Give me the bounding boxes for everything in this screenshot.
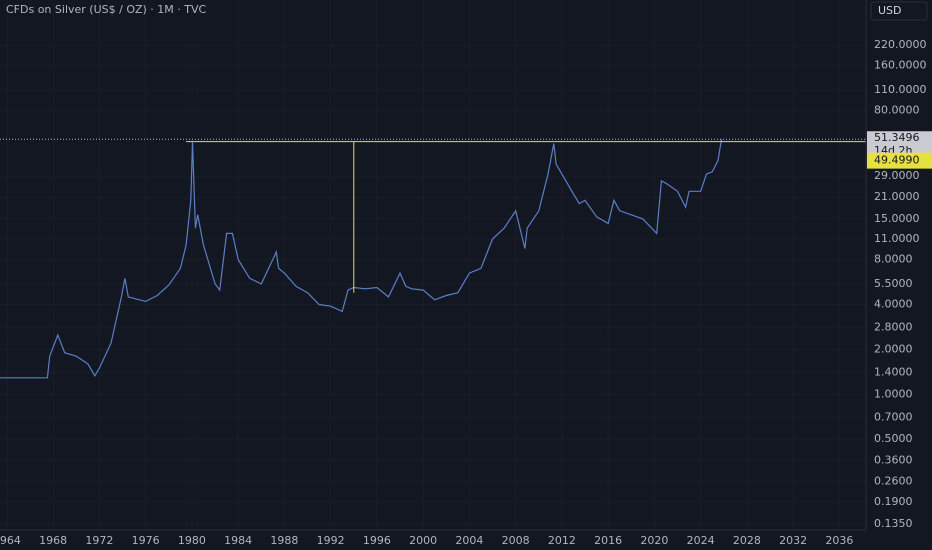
y-tick-label: 15.0000 bbox=[874, 212, 920, 225]
x-tick-label: 2000 bbox=[409, 534, 437, 547]
y-tick-label: 2.0000 bbox=[874, 342, 913, 355]
x-tick-label: 1980 bbox=[178, 534, 206, 547]
y-tick-label: 0.3600 bbox=[874, 453, 913, 466]
x-tick-label: 1968 bbox=[39, 534, 67, 547]
y-tick-label: 0.1350 bbox=[874, 517, 913, 530]
x-tick-label: 2036 bbox=[825, 534, 853, 547]
x-tick-label: 2008 bbox=[502, 534, 530, 547]
x-tick-label: 1972 bbox=[85, 534, 113, 547]
y-tick-label: 160.0000 bbox=[874, 59, 927, 72]
chart-title: CFDs on Silver (US$ / OZ) · 1M · TVC bbox=[6, 3, 207, 16]
y-tick-label: 5.5000 bbox=[874, 277, 913, 290]
x-tick-label: 1992 bbox=[317, 534, 345, 547]
y-tick-label: 29.0000 bbox=[874, 169, 920, 182]
currency-button[interactable] bbox=[870, 1, 928, 21]
y-tick-label: 80.0000 bbox=[874, 104, 920, 117]
x-tick-label: 2020 bbox=[640, 534, 668, 547]
x-tick-label: 2028 bbox=[733, 534, 761, 547]
level-price-box bbox=[867, 152, 932, 169]
y-tick-label: 21.0000 bbox=[874, 190, 920, 203]
x-tick-label: 1964 bbox=[0, 534, 21, 547]
x-tick-label: 1976 bbox=[132, 534, 160, 547]
y-tick-label: 11.0000 bbox=[874, 232, 920, 245]
currency-label[interactable]: USD bbox=[878, 4, 902, 17]
x-tick-label: 2012 bbox=[548, 534, 576, 547]
y-tick-label: 4.0000 bbox=[874, 298, 913, 311]
x-tick-label: 2024 bbox=[687, 534, 715, 547]
y-tick-label: 0.7000 bbox=[874, 410, 913, 423]
y-tick-label: 8.0000 bbox=[874, 253, 913, 266]
y-tick-label: 0.2600 bbox=[874, 475, 913, 488]
y-tick-label: 1.0000 bbox=[874, 387, 913, 400]
x-tick-label: 2004 bbox=[455, 534, 483, 547]
y-tick-label: 220.0000 bbox=[874, 38, 927, 51]
y-tick-label: 2.8000 bbox=[874, 321, 913, 334]
level-price-label: 49.4990 bbox=[874, 154, 920, 167]
y-tick-label: 1.4000 bbox=[874, 366, 913, 379]
x-tick-label: 1996 bbox=[363, 534, 391, 547]
x-tick-label: 1988 bbox=[270, 534, 298, 547]
x-tick-label: 1984 bbox=[224, 534, 252, 547]
x-tick-label: 2016 bbox=[594, 534, 622, 547]
last-price-label: 51.3496 bbox=[874, 131, 920, 144]
plot-area bbox=[0, 138, 866, 379]
y-tick-label: 110.0000 bbox=[874, 83, 927, 96]
y-tick-label: 0.5000 bbox=[874, 432, 913, 445]
y-tick-label: 0.1900 bbox=[874, 495, 913, 508]
price-line bbox=[0, 139, 723, 379]
x-tick-label: 2032 bbox=[779, 534, 807, 547]
